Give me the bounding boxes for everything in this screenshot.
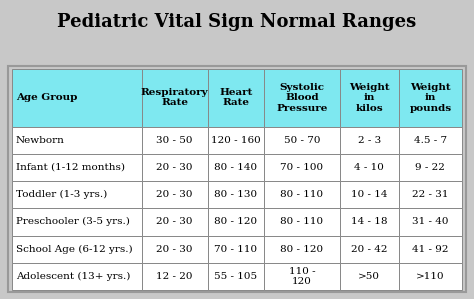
Text: Respiratory
Rate: Respiratory Rate	[141, 88, 209, 107]
Bar	[340, 154, 399, 181]
Bar	[208, 69, 264, 126]
Bar	[340, 263, 399, 290]
Bar	[208, 236, 264, 263]
Bar	[399, 208, 462, 236]
Bar	[208, 208, 264, 236]
Text: 20 - 30: 20 - 30	[156, 217, 193, 226]
Text: Heart
Rate: Heart Rate	[219, 88, 253, 107]
Text: 50 - 70: 50 - 70	[283, 136, 320, 145]
Text: 80 - 110: 80 - 110	[280, 217, 323, 226]
Text: 80 - 110: 80 - 110	[280, 190, 323, 199]
Bar	[264, 154, 340, 181]
Text: 110 -
120: 110 - 120	[289, 267, 315, 286]
Text: >50: >50	[358, 272, 380, 281]
Text: 80 - 120: 80 - 120	[280, 245, 323, 254]
Bar	[142, 208, 208, 236]
Text: 12 - 20: 12 - 20	[156, 272, 193, 281]
Bar	[340, 126, 399, 154]
Text: 10 - 14: 10 - 14	[351, 190, 387, 199]
Text: Newborn: Newborn	[16, 136, 64, 145]
Text: Age Group: Age Group	[16, 93, 77, 102]
Bar	[340, 208, 399, 236]
Bar	[340, 236, 399, 263]
Bar	[399, 154, 462, 181]
Bar	[12, 263, 142, 290]
Bar	[264, 263, 340, 290]
Bar	[12, 208, 142, 236]
Bar	[340, 181, 399, 208]
Text: 4.5 - 7: 4.5 - 7	[414, 136, 447, 145]
Bar	[142, 181, 208, 208]
Bar	[399, 236, 462, 263]
Text: Preschooler (3-5 yrs.): Preschooler (3-5 yrs.)	[16, 217, 129, 226]
Bar	[142, 263, 208, 290]
Bar	[12, 126, 142, 154]
Text: 120 - 160: 120 - 160	[211, 136, 261, 145]
Bar	[208, 181, 264, 208]
Text: 4 - 10: 4 - 10	[354, 163, 384, 172]
Bar	[142, 126, 208, 154]
Bar	[142, 69, 208, 126]
Text: School Age (6-12 yrs.): School Age (6-12 yrs.)	[16, 245, 132, 254]
Text: Weight
in
kilos: Weight in kilos	[349, 83, 390, 112]
Bar	[12, 69, 142, 126]
Text: Toddler (1-3 yrs.): Toddler (1-3 yrs.)	[16, 190, 107, 199]
Text: 9 - 22: 9 - 22	[415, 163, 445, 172]
Text: 22 - 31: 22 - 31	[412, 190, 448, 199]
Bar	[208, 154, 264, 181]
Text: 30 - 50: 30 - 50	[156, 136, 193, 145]
Bar	[399, 263, 462, 290]
Text: Weight
in
pounds: Weight in pounds	[409, 83, 451, 112]
Bar	[12, 154, 142, 181]
Bar	[399, 126, 462, 154]
Bar	[208, 263, 264, 290]
Text: 20 - 30: 20 - 30	[156, 163, 193, 172]
Text: 20 - 30: 20 - 30	[156, 190, 193, 199]
Text: 41 - 92: 41 - 92	[412, 245, 448, 254]
Text: Infant (1-12 months): Infant (1-12 months)	[16, 163, 125, 172]
Text: 55 - 105: 55 - 105	[214, 272, 257, 281]
Bar	[264, 69, 340, 126]
Bar	[12, 236, 142, 263]
Bar	[399, 181, 462, 208]
Text: 20 - 42: 20 - 42	[351, 245, 387, 254]
Bar	[264, 181, 340, 208]
Text: Adolescent (13+ yrs.): Adolescent (13+ yrs.)	[16, 272, 130, 281]
Text: 14 - 18: 14 - 18	[351, 217, 387, 226]
Text: >110: >110	[416, 272, 445, 281]
Bar	[264, 236, 340, 263]
Bar	[12, 181, 142, 208]
Bar	[340, 69, 399, 126]
Bar	[8, 66, 466, 292]
Text: 70 - 110: 70 - 110	[214, 245, 257, 254]
Bar	[264, 126, 340, 154]
Bar	[208, 126, 264, 154]
Bar	[142, 154, 208, 181]
Text: 70 - 100: 70 - 100	[280, 163, 323, 172]
Text: Pediatric Vital Sign Normal Ranges: Pediatric Vital Sign Normal Ranges	[57, 13, 417, 31]
Text: 80 - 140: 80 - 140	[214, 163, 257, 172]
Bar	[142, 236, 208, 263]
Text: 80 - 130: 80 - 130	[214, 190, 257, 199]
Bar	[264, 208, 340, 236]
Bar	[399, 69, 462, 126]
Text: Systolic
Blood
Pressure: Systolic Blood Pressure	[276, 83, 328, 112]
Text: 80 - 120: 80 - 120	[214, 217, 257, 226]
Text: 20 - 30: 20 - 30	[156, 245, 193, 254]
Text: 31 - 40: 31 - 40	[412, 217, 448, 226]
Text: 2 - 3: 2 - 3	[357, 136, 381, 145]
